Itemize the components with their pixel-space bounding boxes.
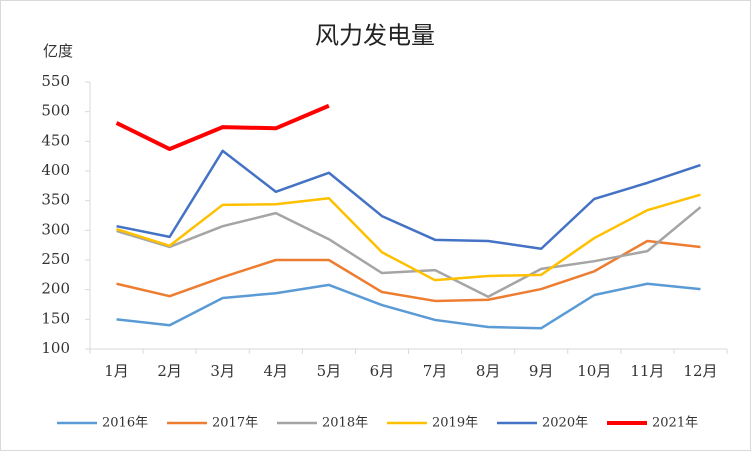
series-line bbox=[116, 149, 701, 250]
series-line bbox=[116, 282, 701, 330]
x-tick-label: 2月 bbox=[157, 362, 182, 380]
x-tick-label: 11月 bbox=[630, 362, 664, 380]
y-tick-label: 550 bbox=[41, 72, 70, 90]
y-tick-label: 500 bbox=[41, 102, 70, 120]
x-tick-label: 8月 bbox=[476, 362, 501, 380]
series-line bbox=[116, 206, 702, 299]
x-tick-label: 6月 bbox=[370, 362, 395, 380]
legend-label: 2020年 bbox=[542, 416, 588, 431]
x-tick-label: 9月 bbox=[529, 362, 554, 380]
legend-label: 2017年 bbox=[212, 416, 258, 431]
legend-label: 2019年 bbox=[432, 416, 478, 431]
chart-title: 风力发电量 bbox=[315, 22, 435, 50]
y-tick-label: 350 bbox=[41, 191, 70, 209]
y-tick-label: 250 bbox=[41, 250, 70, 268]
x-tick-label: 4月 bbox=[264, 362, 289, 380]
x-tick-label: 3月 bbox=[210, 362, 235, 380]
x-tick-label: 7月 bbox=[423, 362, 448, 380]
x-tick-label: 1月 bbox=[104, 362, 129, 380]
x-tick-label: 10月 bbox=[577, 362, 611, 380]
series-line bbox=[115, 103, 330, 152]
y-axis-label: 亿度 bbox=[43, 42, 73, 60]
y-tick-label: 300 bbox=[41, 220, 70, 238]
legend-label: 2021年 bbox=[652, 416, 698, 431]
y-tick-label: 200 bbox=[41, 280, 70, 298]
legend-label: 2018年 bbox=[322, 416, 368, 431]
series-line bbox=[116, 239, 701, 303]
y-tick-label: 450 bbox=[41, 131, 70, 149]
series-line bbox=[116, 193, 701, 282]
y-tick-label: 400 bbox=[41, 161, 70, 179]
x-tick-label: 5月 bbox=[317, 362, 342, 380]
x-tick-label: 12月 bbox=[683, 362, 717, 380]
y-tick-label: 100 bbox=[41, 339, 70, 357]
y-tick-label: 150 bbox=[41, 309, 70, 327]
legend-label: 2016年 bbox=[102, 416, 148, 431]
